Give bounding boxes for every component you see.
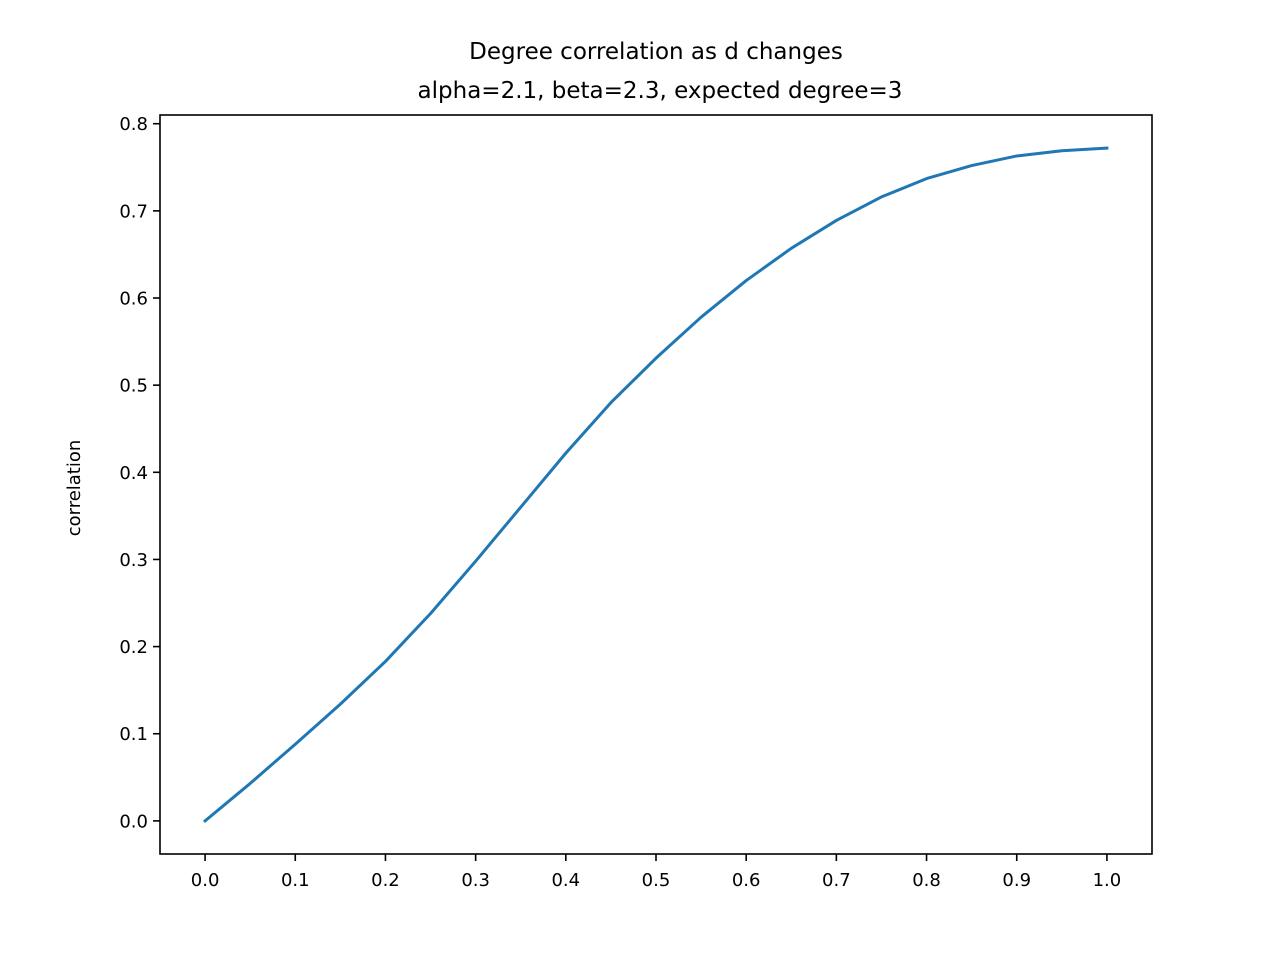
x-tick-label-3: 0.3 — [461, 870, 490, 891]
y-tick-label-1: 0.1 — [119, 724, 148, 745]
y-axis-label: correlation — [64, 440, 85, 537]
x-tick-label-6: 0.6 — [732, 870, 761, 891]
axes-frame — [159, 114, 1153, 855]
series-line-0 — [202, 146, 1109, 823]
y-tick-label-3: 0.3 — [119, 550, 148, 571]
y-tick-label-6: 0.6 — [119, 289, 148, 310]
x-tick-label-7: 0.7 — [822, 870, 851, 891]
y-tick-label-0: 0.0 — [119, 811, 148, 832]
x-tick-label-8: 0.8 — [912, 870, 941, 891]
y-tick-label-8: 0.8 — [119, 114, 148, 135]
x-tick-label-9: 0.9 — [1002, 870, 1031, 891]
x-tick-label-5: 0.5 — [642, 870, 671, 891]
chart-subtitle: alpha=2.1, beta=2.3, expected degree=3 — [418, 78, 903, 104]
y-tick-label-5: 0.5 — [119, 376, 148, 397]
x-tick-label-10: 1.0 — [1093, 870, 1122, 891]
plot-area: 0.0 0.1 0.2 0.3 0.4 0.5 0.6 0.7 0.8 0.9 1.0 0.0 0.1 0… — [119, 114, 1153, 891]
x-tick-label-2: 0.2 — [371, 870, 400, 891]
x-tick-label-4: 0.4 — [551, 870, 580, 891]
y-tick-label-2: 0.2 — [119, 637, 148, 658]
x-tick-label-0: 0.0 — [191, 870, 220, 891]
x-tick-label-1: 0.1 — [281, 870, 310, 891]
y-tick-label-7: 0.7 — [119, 201, 148, 222]
chart-title: Degree correlation as d changes — [469, 39, 843, 65]
y-tick-label-4: 0.4 — [119, 463, 148, 484]
